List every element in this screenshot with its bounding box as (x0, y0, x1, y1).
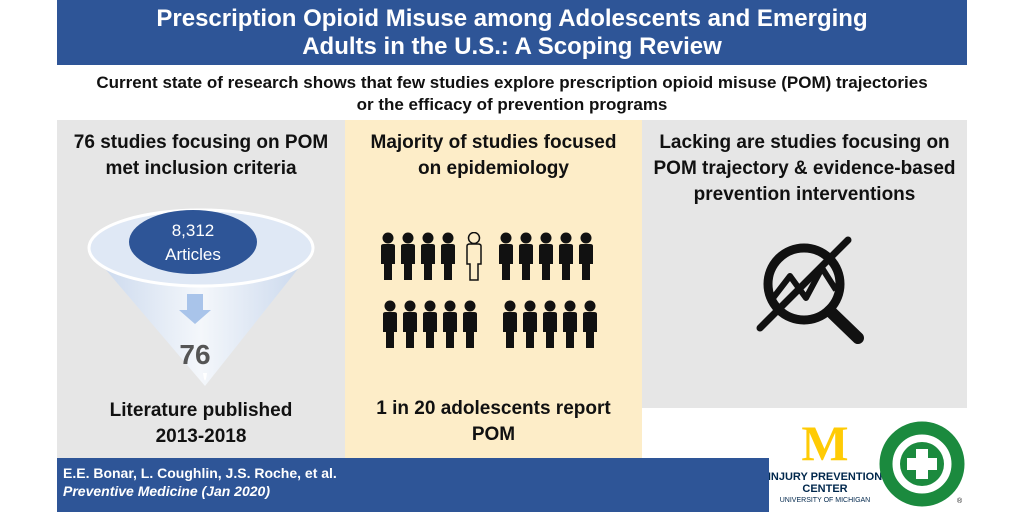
left-footer-line-2: 2013-2018 (155, 426, 247, 447)
summary-statement: Current state of research shows that few… (57, 66, 967, 120)
person-icon (559, 232, 573, 280)
person-outline-icon (466, 232, 482, 281)
person-icon (579, 232, 593, 280)
person-icon (499, 232, 513, 280)
person-icon (381, 232, 395, 280)
person-icon (383, 300, 397, 348)
down-arrow-icon (179, 294, 211, 324)
included-count: 76 (179, 339, 210, 370)
person-icon (423, 300, 437, 348)
ipc-line-2: CENTER (802, 483, 847, 495)
middle-heading-line-2: on epidemiology (418, 158, 569, 179)
left-heading-line-1: 76 studies focusing on POM (73, 132, 329, 153)
svg-text:®: ® (957, 497, 963, 505)
ipc-line-1: INJURY PREVENTION (769, 471, 882, 483)
person-icon (463, 300, 477, 348)
person-icon (519, 232, 533, 280)
left-panel-heading: 76 studies focusing on POM met inclusion… (57, 130, 345, 182)
person-icon (421, 232, 435, 280)
person-icon (401, 232, 415, 280)
person-icon (443, 300, 457, 348)
michigan-m-logo: M (801, 415, 848, 471)
right-heading-line-2: POM trajectory & evidence-based (653, 158, 956, 179)
logo-area: M INJURY PREVENTION CENTER UNIVERSITY OF… (768, 408, 967, 512)
logos-graphic: M INJURY PREVENTION CENTER UNIVERSITY OF… (768, 415, 965, 507)
middle-panel-heading: Majority of studies focused on epidemiol… (345, 130, 642, 182)
middle-panel: Majority of studies focused on epidemiol… (345, 120, 642, 458)
person-icon (403, 300, 417, 348)
person-icon (583, 300, 597, 348)
people-icon-array (381, 232, 597, 348)
left-footer-line-1: Literature published (109, 400, 293, 421)
right-heading-line-3: prevention interventions (693, 184, 916, 205)
middle-footer-line-1: 1 in 20 adolescents report (376, 398, 611, 419)
person-icon (563, 300, 577, 348)
title-banner: Prescription Opioid Misuse among Adolesc… (57, 0, 967, 65)
left-heading-line-2: met inclusion criteria (105, 158, 297, 179)
middle-heading-line-1: Majority of studies focused (370, 132, 617, 153)
title-line-1: Prescription Opioid Misuse among Adolesc… (156, 4, 868, 32)
right-panel-heading: Lacking are studies focusing on POM traj… (642, 130, 967, 208)
articles-label: Articles (165, 245, 221, 264)
left-panel: 76 studies focusing on POM met inclusion… (57, 120, 345, 458)
summary-line-2: or the efficacy of prevention programs (356, 95, 668, 114)
person-icon (441, 232, 455, 280)
person-icon (543, 300, 557, 348)
citation-footer: E.E. Bonar, L. Coughlin, J.S. Roche, et … (57, 458, 769, 512)
title-line-2: Adults in the U.S.: A Scoping Review (302, 32, 722, 60)
middle-panel-footer: 1 in 20 adolescents report POM (345, 396, 642, 448)
right-panel: Lacking are studies focusing on POM traj… (642, 120, 967, 408)
person-icon (539, 232, 553, 280)
middle-footer-line-2: POM (471, 424, 516, 445)
person-icon (523, 300, 537, 348)
left-panel-footer: Literature published 2013-2018 (57, 398, 345, 450)
right-heading-line-1: Lacking are studies focusing on (659, 132, 950, 153)
person-icon (503, 300, 517, 348)
citation-journal: Preventive Medicine (Jan 2020) (63, 483, 270, 499)
nsc-seal-icon: ® (879, 421, 965, 507)
summary-line-1: Current state of research shows that few… (96, 73, 928, 92)
citation-authors: E.E. Bonar, L. Coughlin, J.S. Roche, et … (63, 465, 337, 481)
no-research-icon (756, 236, 864, 344)
funnel-graphic: 8,312 Articles 76 (87, 208, 315, 386)
ipc-line-3: UNIVERSITY OF MICHIGAN (780, 497, 871, 504)
articles-count: 8,312 (172, 221, 215, 240)
articles-ellipse (129, 210, 257, 274)
